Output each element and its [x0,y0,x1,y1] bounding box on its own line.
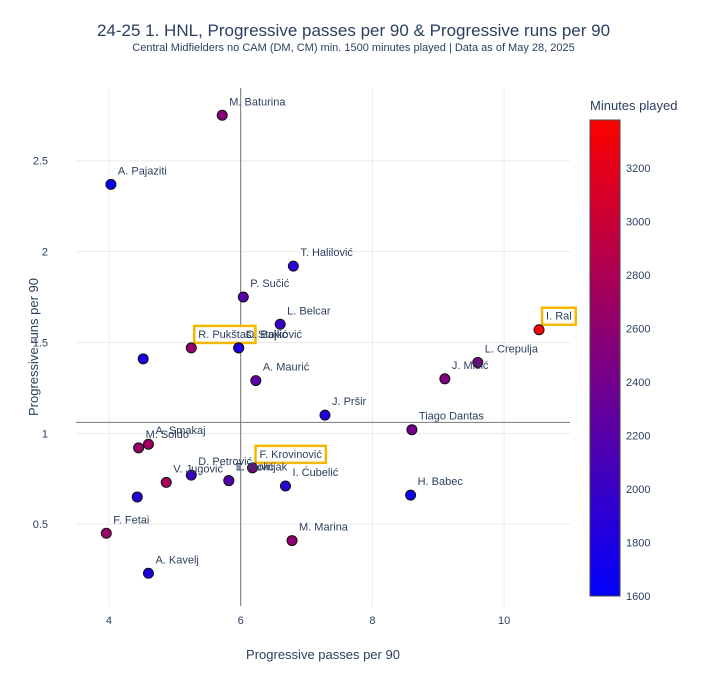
point-label: I. Ral [546,311,572,323]
colorbar-tick-label: 1800 [626,538,650,550]
colorbar-tick-label: 2600 [626,324,650,336]
point-label: O. Bakić [246,329,288,341]
data-point[interactable] [233,342,245,354]
data-point[interactable] [286,535,298,547]
data-point[interactable] [247,462,259,474]
point-label: T. Halilović [300,247,353,259]
data-point[interactable] [105,178,117,190]
point-label: L. Stojković [246,329,303,341]
y-axis-title: Progressive runs per 90 [26,278,41,416]
data-point[interactable] [160,476,172,488]
data-point[interactable] [216,109,228,121]
data-point[interactable] [142,438,154,450]
colorbar-tick-label: 2000 [626,484,650,496]
x-tick-label: 6 [238,615,244,627]
x-tick-label: 10 [498,615,510,627]
data-point[interactable] [133,442,145,454]
data-point[interactable] [406,424,418,436]
data-point[interactable] [100,527,112,539]
data-point[interactable] [137,353,149,365]
y-tick-label: 1.5 [33,337,48,349]
point-label: L. Crepulja [485,343,539,355]
data-point[interactable] [279,480,291,492]
point-label: M. Marina [299,522,349,534]
colorbar-tick-label: 3200 [626,163,650,175]
data-point[interactable] [223,475,235,487]
point-label: M. Soldo [146,429,189,441]
data-point[interactable] [237,291,249,303]
colorbar-title: Minutes played [590,98,677,113]
colorbar-ticks: 1600 1800 2000 2200 2400 2600 2800 3000 3200 [626,163,650,603]
point-label: L. Fiolić [236,462,274,474]
data-point[interactable] [287,260,299,272]
highlight-box [193,324,257,345]
data-points [100,109,545,579]
point-label: F. Krovinović [260,449,323,461]
colorbar-tick-label: 3000 [626,217,650,229]
y-tick-label: 0.5 [33,519,48,531]
colorbar-tick-label: 2800 [626,270,650,282]
highlight-box [540,306,577,326]
data-point[interactable] [185,469,197,481]
point-label: I. Ćubelić [292,466,338,479]
colorbar-tick-label: 1600 [626,591,650,603]
data-point[interactable] [250,375,262,387]
point-label: J. Pršir [332,396,367,408]
chart-subtitle: Central Midfielders no CAM (DM, CM) min.… [132,42,575,54]
point-label: T. Duvnjak [236,462,288,474]
y-axis-ticks: 0.5 1 1.5 2 2.5 [33,156,48,532]
data-point[interactable] [319,409,331,421]
point-label: V. Jugović [173,463,223,475]
point-label: M. Baturina [229,96,286,108]
x-tick-label: 8 [369,615,375,627]
data-point[interactable] [131,491,143,503]
x-axis-ticks: 4 6 8 10 [106,615,510,627]
data-point[interactable] [472,356,484,368]
x-tick-label: 4 [106,615,112,627]
point-label: A. Kavelj [155,554,198,566]
point-label: Tiago Dantas [419,411,485,423]
point-label: H. Babec [418,476,464,488]
grid [76,88,570,606]
colorbar-tick-label: 2400 [626,377,650,389]
y-tick-label: 1 [42,428,48,440]
chart-title: 24-25 1. HNL, Progressive passes per 90 … [96,21,611,40]
point-label: F. Fetai [113,514,149,526]
data-point[interactable] [533,324,545,336]
highlight-boxes [193,306,577,465]
point-label: P. Sučić [250,278,289,290]
plot-area [76,88,570,606]
point-labels: M. Baturina A. Pajaziti T. Halilović P. Suč… [113,96,571,566]
colorbar-tick-label: 2200 [626,431,650,443]
point-label: R. Pukštas [198,329,252,341]
point-label: D. Petrović [198,456,252,468]
data-point[interactable] [142,567,154,579]
y-tick-label: 2.5 [33,156,48,168]
highlight-box [254,444,328,465]
colorbar [589,119,621,597]
point-label: L. Belcar [287,305,331,317]
data-point[interactable] [405,489,417,501]
x-axis-title: Progressive passes per 90 [246,647,400,662]
data-point[interactable] [439,373,451,385]
data-point[interactable] [274,318,286,330]
data-point[interactable] [185,342,197,354]
point-label: J. Mišić [452,360,489,372]
point-label: A. Pajaziti [118,165,167,177]
point-label: A. Smakaj [155,425,205,437]
y-tick-label: 2 [42,247,48,259]
point-label: A. Maurić [263,362,310,374]
